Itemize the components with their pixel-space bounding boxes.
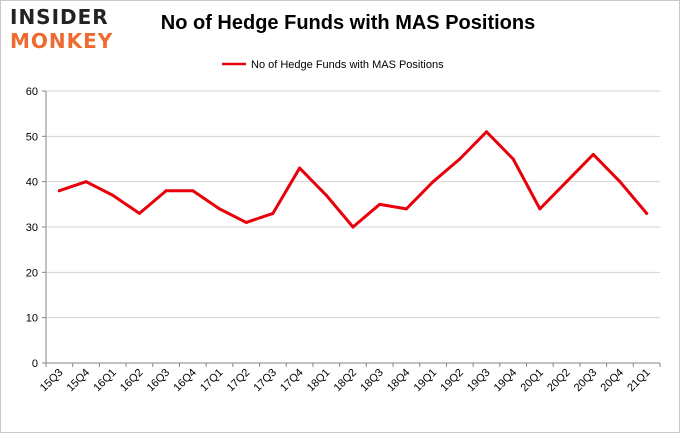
x-tick-label: 16Q1 <box>91 367 119 395</box>
x-tick-label: 18Q2 <box>332 367 360 395</box>
x-tick-label: 16Q4 <box>171 367 199 395</box>
x-tick-label: 17Q1 <box>198 367 226 395</box>
x-tick-label: 18Q1 <box>305 367 333 395</box>
data-point <box>645 211 649 215</box>
y-axis: 0 10 20 30 40 50 60 <box>26 86 47 370</box>
insider-monkey-logo: INSIDER MONKEY <box>10 6 128 56</box>
data-point <box>164 189 168 193</box>
x-tick-label: 20Q3 <box>572 367 600 395</box>
legend: No of Hedge Funds with MAS Positions <box>222 59 444 71</box>
x-tick-label: 20Q4 <box>599 367 627 395</box>
data-point <box>244 220 248 224</box>
data-point <box>57 189 61 193</box>
y-tick-label: 50 <box>26 131 38 143</box>
legend-label: No of Hedge Funds with MAS Positions <box>251 59 444 71</box>
data-point <box>458 157 462 161</box>
data-point <box>378 202 382 206</box>
data-point <box>84 180 88 184</box>
y-tick-label: 0 <box>32 358 38 370</box>
x-tick-label: 17Q2 <box>225 367 253 395</box>
x-tick-label: 15Q3 <box>38 367 66 395</box>
y-tick-label: 30 <box>26 222 38 234</box>
x-tick-label: 19Q2 <box>438 367 466 395</box>
x-tick-label: 19Q3 <box>465 367 493 395</box>
x-tick-label: 16Q2 <box>118 367 146 395</box>
data-point <box>298 166 302 170</box>
x-tick-label: 17Q4 <box>278 367 306 395</box>
series-line <box>57 130 649 229</box>
x-tick-label: 18Q4 <box>385 367 413 395</box>
x-tick-label: 18Q3 <box>358 367 386 395</box>
x-axis: 15Q3 15Q4 16Q1 16Q2 16Q3 16Q4 17Q1 17Q2 17Q3 17Q4… <box>38 362 661 395</box>
y-tick-label: 40 <box>26 177 38 189</box>
x-tick-label: 17Q3 <box>252 367 280 395</box>
x-tick-label: 20Q2 <box>545 367 573 395</box>
data-point <box>618 180 622 184</box>
data-point <box>351 225 355 229</box>
logo-text-monkey: MONKEY <box>10 29 114 53</box>
data-point <box>218 207 222 211</box>
data-point <box>404 207 408 211</box>
data-point <box>591 152 595 156</box>
data-point <box>511 157 515 161</box>
chart-title: No of Hedge Funds with MAS Positions <box>160 12 536 34</box>
data-point <box>191 189 195 193</box>
y-tick-label: 20 <box>26 267 38 279</box>
x-tick-label: 20Q1 <box>518 367 546 395</box>
series-line-group <box>57 130 649 229</box>
x-tick-label: 19Q4 <box>492 367 520 395</box>
x-tick-label: 16Q3 <box>145 367 173 395</box>
x-tick-label: 21Q1 <box>625 367 653 395</box>
data-point <box>137 211 141 215</box>
data-point <box>111 193 115 197</box>
data-point <box>324 193 328 197</box>
data-point <box>431 180 435 184</box>
logo-text-insider: INSIDER <box>10 5 109 29</box>
data-point <box>538 207 542 211</box>
data-point <box>484 130 488 134</box>
x-tick-label: 15Q4 <box>65 367 93 395</box>
x-tick-label: 19Q1 <box>412 367 440 395</box>
data-point <box>271 211 275 215</box>
y-tick-label: 10 <box>26 313 38 325</box>
y-tick-label: 60 <box>26 86 38 98</box>
gridlines <box>46 90 660 319</box>
data-point <box>565 180 569 184</box>
